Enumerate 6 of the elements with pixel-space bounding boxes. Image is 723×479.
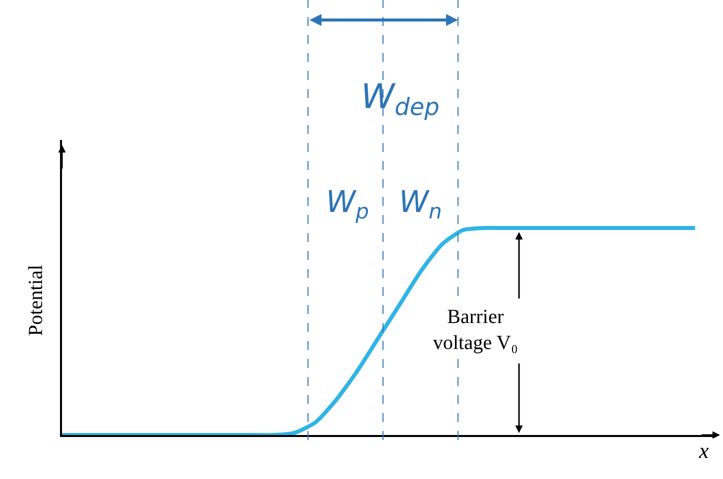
- text: W$_{dep}$: [361, 77, 440, 122]
- annotation: Barrier voltage V₀: [433, 306, 518, 354]
- text: W$_{n}$: [399, 185, 442, 224]
- x-axis-title: x: [698, 438, 709, 463]
- y-axis-title: Potential: [24, 264, 47, 336]
- text: W$_{p}$: [326, 185, 370, 224]
